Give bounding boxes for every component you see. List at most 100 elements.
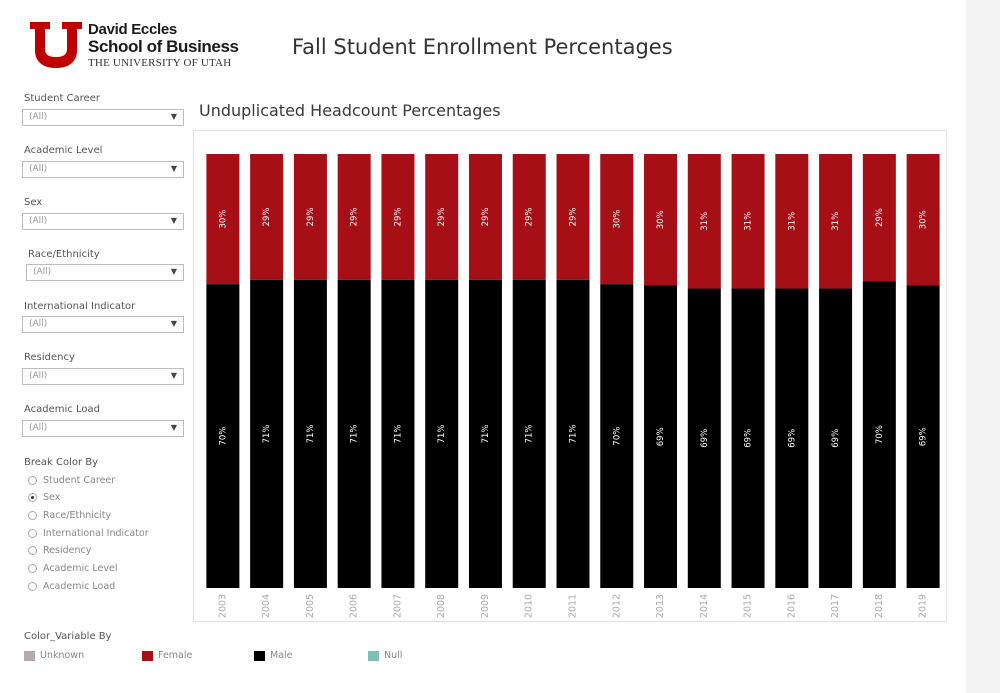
bar-female-2018[interactable] <box>862 154 896 282</box>
data-label-male-2009: 71% <box>481 424 491 443</box>
filter-value: (All) <box>29 319 48 329</box>
bar-male-2019[interactable] <box>906 285 940 588</box>
bar-male-2008[interactable] <box>425 279 459 588</box>
bar-female-2010[interactable] <box>512 154 546 280</box>
data-label-female-2017: 31% <box>831 212 841 231</box>
filter-residency-select[interactable]: (All) ▼ <box>22 368 184 385</box>
x-tick-label-2019: 2019 <box>918 594 929 618</box>
filter-race-ethnicity-select[interactable]: (All) ▼ <box>26 264 184 281</box>
data-label-female-2019: 30% <box>919 210 929 229</box>
data-label-female-2014: 31% <box>700 212 710 231</box>
bar-female-2005[interactable] <box>293 154 327 280</box>
university-logo: David Eccles School of Business THE UNIV… <box>30 20 252 72</box>
bar-male-2018[interactable] <box>862 281 896 588</box>
bar-female-2006[interactable] <box>337 154 371 280</box>
bar-male-2005[interactable] <box>293 279 327 588</box>
legend-swatch <box>368 651 379 661</box>
bar-female-2003[interactable] <box>206 154 240 285</box>
filter-value: (All) <box>29 164 48 174</box>
x-tick-label-2004: 2004 <box>261 594 272 618</box>
legend-label: Male <box>270 650 293 661</box>
legend-swatch <box>142 651 153 661</box>
legend-swatch <box>24 651 35 661</box>
filter-sex-select[interactable]: (All) ▼ <box>22 213 184 230</box>
filter-value: (All) <box>29 112 48 122</box>
filter-value: (All) <box>29 216 48 226</box>
legend-label: Unknown <box>40 650 85 661</box>
data-label-female-2015: 31% <box>744 212 754 231</box>
legend-label: Female <box>158 650 193 661</box>
bar-female-2011[interactable] <box>556 154 590 280</box>
bar-female-2019[interactable] <box>906 154 940 286</box>
radio-label: Academic Load <box>43 581 116 592</box>
radio-circle-icon <box>28 529 37 538</box>
legend-title: Color_Variable By <box>24 631 112 642</box>
bar-female-2008[interactable] <box>425 154 459 280</box>
dashboard-page: David Eccles School of Business THE UNIV… <box>0 0 966 693</box>
filter-label-student-career: Student Career <box>24 93 100 104</box>
bar-male-2004[interactable] <box>250 279 284 588</box>
dropdown-arrow-icon: ▼ <box>170 112 177 121</box>
bar-male-2015[interactable] <box>731 288 765 588</box>
data-label-male-2017: 69% <box>831 429 841 448</box>
data-label-male-2018: 70% <box>875 425 885 444</box>
bar-male-2016[interactable] <box>775 288 809 588</box>
x-tick-label-2008: 2008 <box>436 594 447 618</box>
chart-title: Unduplicated Headcount Percentages <box>199 101 501 120</box>
filter-label-sex: Sex <box>24 197 43 208</box>
bar-male-2003[interactable] <box>206 284 240 588</box>
filter-international-indicator-select[interactable]: (All) ▼ <box>22 316 184 333</box>
data-label-male-2003: 70% <box>218 427 228 446</box>
bar-female-2016[interactable] <box>775 154 809 289</box>
bar-male-2006[interactable] <box>337 279 371 588</box>
data-label-male-2007: 71% <box>393 424 403 443</box>
data-label-female-2012: 30% <box>612 210 622 229</box>
bar-male-2014[interactable] <box>687 288 721 588</box>
bar-male-2017[interactable] <box>819 288 853 588</box>
radio-circle-icon <box>28 546 37 555</box>
radio-circle-icon <box>28 476 37 485</box>
data-label-female-2005: 29% <box>306 207 316 226</box>
filter-label-residency: Residency <box>24 352 75 363</box>
bar-female-2007[interactable] <box>381 154 415 280</box>
bar-female-2013[interactable] <box>644 154 678 286</box>
bar-male-2010[interactable] <box>512 279 546 588</box>
bar-female-2012[interactable] <box>600 154 634 285</box>
radio-circle-icon <box>28 564 37 573</box>
bar-female-2017[interactable] <box>819 154 853 289</box>
bar-female-2004[interactable] <box>250 154 284 280</box>
radio-label: Student Career <box>43 475 116 486</box>
logo-line-1: David Eccles <box>88 21 177 38</box>
radio-label: Sex <box>43 492 61 503</box>
data-label-male-2013: 69% <box>656 427 666 446</box>
dropdown-arrow-icon: ▼ <box>170 267 177 276</box>
x-tick-label-2009: 2009 <box>480 594 491 618</box>
radio-circle-icon <box>28 511 37 520</box>
x-tick-label-2012: 2012 <box>611 594 622 618</box>
bar-male-2009[interactable] <box>468 279 502 588</box>
bar-male-2012[interactable] <box>600 284 634 588</box>
block-u-icon <box>30 22 82 68</box>
x-tick-label-2011: 2011 <box>568 594 579 618</box>
bar-female-2015[interactable] <box>731 154 765 289</box>
break-color-title: Break Color By <box>24 457 99 468</box>
bar-female-2009[interactable] <box>468 154 502 280</box>
filter-student-career-select[interactable]: (All) ▼ <box>22 109 184 126</box>
filter-label-academic-load: Academic Load <box>24 404 100 415</box>
filter-academic-level-select[interactable]: (All) ▼ <box>22 161 184 178</box>
bar-male-2007[interactable] <box>381 279 415 588</box>
radio-label: International Indicator <box>43 528 149 539</box>
x-tick-label-2018: 2018 <box>874 594 885 618</box>
bar-female-2014[interactable] <box>687 154 721 289</box>
radio-selected-icon <box>28 493 37 502</box>
filter-label-race-ethnicity: Race/Ethnicity <box>28 249 100 260</box>
data-label-male-2011: 71% <box>569 424 579 443</box>
dropdown-arrow-icon: ▼ <box>170 164 177 173</box>
filter-academic-load-select[interactable]: (All) ▼ <box>22 420 184 437</box>
x-tick-label-2005: 2005 <box>305 594 316 618</box>
data-label-male-2004: 71% <box>262 424 272 443</box>
bar-male-2013[interactable] <box>644 285 678 588</box>
bar-male-2011[interactable] <box>556 279 590 588</box>
data-label-male-2016: 69% <box>787 429 797 448</box>
filter-value: (All) <box>33 267 52 277</box>
